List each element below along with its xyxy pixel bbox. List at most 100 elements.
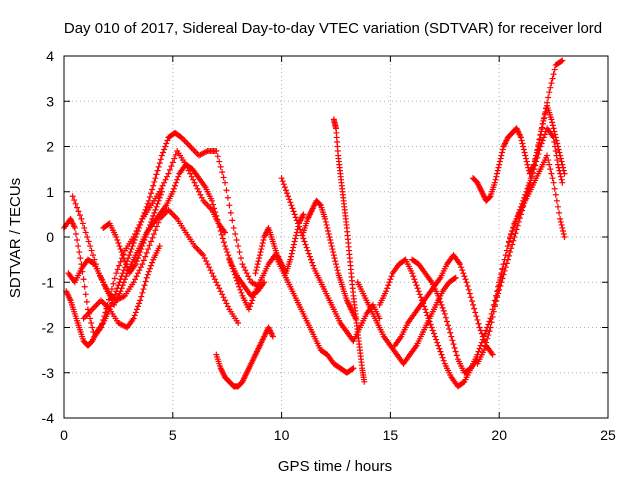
data-point — [534, 154, 541, 161]
data-point — [513, 226, 520, 233]
data-point — [497, 283, 504, 290]
data-point — [416, 291, 423, 298]
data-point — [497, 155, 504, 162]
data-point — [470, 301, 477, 308]
data-point — [322, 215, 329, 222]
data-point — [505, 252, 512, 259]
data-point — [148, 218, 155, 225]
data-point — [230, 268, 237, 275]
data-point — [550, 71, 557, 78]
data-point — [491, 301, 498, 308]
data-point — [556, 209, 563, 216]
data-point — [546, 89, 553, 96]
data-point — [303, 244, 310, 251]
data-point — [550, 125, 557, 132]
data-point — [414, 285, 421, 292]
data-point — [95, 270, 102, 277]
data-point — [423, 309, 430, 316]
data-point — [259, 243, 266, 250]
data-point — [329, 246, 336, 253]
data-point — [440, 357, 447, 364]
data-point — [203, 258, 210, 265]
data-point — [232, 230, 239, 237]
data-point — [509, 227, 516, 234]
data-point — [139, 261, 146, 268]
data-point — [136, 300, 143, 307]
data-point — [155, 197, 162, 204]
data-point — [222, 229, 229, 236]
data-point — [133, 273, 140, 280]
data-point — [297, 226, 304, 233]
data-point — [504, 243, 511, 250]
data-point — [255, 258, 262, 265]
data-point — [150, 182, 157, 189]
y-tick-label: -2 — [42, 320, 55, 336]
data-point — [549, 122, 556, 129]
data-point — [537, 143, 544, 150]
data-point — [136, 267, 143, 274]
data-point — [208, 270, 215, 277]
data-point — [222, 243, 229, 250]
data-point — [269, 333, 276, 340]
axis-ticks: 0 5 10 15 20 25 -4 -3 -2 -1 0 1 2 3 4 — [42, 48, 616, 443]
data-point — [118, 249, 125, 256]
data-points — [61, 57, 568, 390]
data-point — [154, 200, 161, 207]
data-point — [110, 280, 117, 287]
data-point — [88, 319, 95, 326]
data-point — [551, 66, 558, 73]
data-point — [535, 151, 542, 158]
series-arc-19 — [491, 125, 566, 308]
data-point — [552, 143, 559, 150]
data-point — [471, 305, 478, 312]
data-point — [503, 260, 510, 267]
data-point — [152, 175, 159, 182]
data-point — [439, 304, 446, 311]
data-point — [219, 169, 226, 176]
data-point — [415, 288, 422, 295]
data-point — [536, 136, 543, 143]
data-point — [538, 126, 545, 133]
data-point — [77, 255, 84, 262]
data-point — [174, 176, 181, 183]
data-point — [553, 152, 560, 159]
data-point — [438, 351, 445, 358]
data-point — [197, 191, 204, 198]
data-point — [164, 137, 171, 144]
data-point — [554, 203, 561, 210]
data-point — [386, 279, 393, 286]
data-point — [81, 224, 88, 231]
data-point — [226, 202, 233, 209]
data-point — [170, 185, 177, 192]
data-point — [190, 176, 197, 183]
data-point — [558, 58, 565, 65]
data-point — [111, 275, 118, 282]
data-point — [547, 166, 554, 173]
data-point — [512, 230, 519, 237]
data-point — [223, 246, 230, 253]
data-point — [254, 261, 261, 268]
data-point — [100, 279, 107, 286]
data-point — [142, 278, 149, 285]
data-point — [385, 282, 392, 289]
data-point — [214, 282, 221, 289]
data-point — [300, 211, 307, 218]
series-arc-9 — [252, 211, 307, 277]
data-point — [72, 200, 79, 207]
data-point — [448, 333, 455, 340]
data-point — [324, 224, 331, 231]
data-point — [489, 313, 496, 320]
data-point — [120, 255, 127, 262]
data-point — [507, 249, 514, 256]
data-point — [325, 230, 332, 237]
data-point — [193, 182, 200, 189]
data-point — [153, 203, 160, 210]
data-point — [120, 279, 127, 286]
data-point — [224, 249, 231, 256]
data-point — [229, 217, 236, 224]
data-point — [207, 267, 214, 274]
data-point — [292, 235, 299, 242]
data-point — [114, 237, 121, 244]
data-point — [432, 333, 439, 340]
